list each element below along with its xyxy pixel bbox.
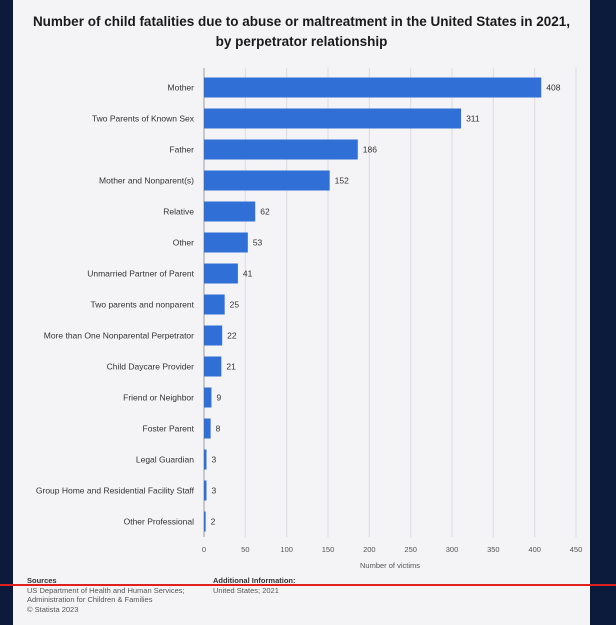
data-label: 186 bbox=[363, 145, 377, 155]
category-label: Two Parents of Known Sex bbox=[92, 114, 195, 124]
additional-info-block: Additional Information: United States; 2… bbox=[213, 576, 353, 595]
category-label: Other Professional bbox=[124, 517, 195, 527]
data-label: 22 bbox=[227, 331, 237, 341]
bar bbox=[204, 108, 462, 129]
data-label: 3 bbox=[211, 486, 216, 496]
category-label: Father bbox=[169, 145, 194, 155]
chart-card: Number of child fatalities due to abuse … bbox=[13, 0, 590, 625]
x-tick-label: 200 bbox=[363, 545, 376, 554]
bar bbox=[204, 294, 225, 315]
data-label: 408 bbox=[546, 83, 560, 93]
sources-line: Administration for Children & Families bbox=[27, 595, 153, 604]
bar bbox=[204, 170, 330, 191]
x-tick-label: 50 bbox=[241, 545, 249, 554]
category-label: Friend or Neighbor bbox=[123, 393, 194, 403]
additional-info-text: United States; 2021 bbox=[213, 585, 279, 595]
data-label: 152 bbox=[335, 176, 349, 186]
x-tick-label: 0 bbox=[202, 545, 206, 554]
data-label: 62 bbox=[260, 207, 270, 217]
data-label: 25 bbox=[230, 300, 240, 310]
data-label: 3 bbox=[211, 455, 216, 465]
x-tick-label: 350 bbox=[487, 545, 500, 554]
data-label: 53 bbox=[253, 238, 263, 248]
data-label: 8 bbox=[216, 424, 221, 434]
x-tick-label: 150 bbox=[322, 545, 335, 554]
category-label: Relative bbox=[163, 207, 194, 217]
sources-line: US Department of Health and Human Servic… bbox=[27, 585, 185, 595]
bar-chart: 0 50 100 150 200 250 300 350 400 450 Mother 408 Two … bbox=[36, 68, 583, 570]
bar bbox=[204, 201, 256, 222]
data-label: 21 bbox=[226, 362, 236, 372]
x-tick-label: 250 bbox=[404, 545, 417, 554]
bar bbox=[204, 480, 207, 501]
data-label: 311 bbox=[466, 114, 480, 124]
category-label: Mother bbox=[168, 83, 195, 93]
category-label: Other bbox=[173, 238, 194, 248]
category-label: Foster Parent bbox=[143, 424, 195, 434]
category-label: Group Home and Residential Facility Staf… bbox=[36, 486, 195, 496]
x-tick-label: 100 bbox=[280, 545, 293, 554]
bar bbox=[204, 139, 358, 160]
category-label: Unmarried Partner of Parent bbox=[87, 269, 194, 279]
bar bbox=[204, 511, 206, 532]
data-label: 2 bbox=[211, 517, 216, 527]
category-label: Mother and Nonparent(s) bbox=[99, 176, 194, 186]
category-label: Child Daycare Provider bbox=[107, 362, 195, 372]
bar bbox=[204, 387, 212, 408]
data-label: 9 bbox=[216, 393, 221, 403]
sources-block: Sources US Department of Health and Huma… bbox=[27, 576, 207, 614]
category-label: Legal Guardian bbox=[136, 455, 194, 465]
sources-label: Sources bbox=[27, 576, 57, 585]
data-label: 41 bbox=[243, 269, 253, 279]
bar bbox=[204, 325, 223, 346]
bar bbox=[204, 77, 542, 98]
progress-line bbox=[0, 584, 616, 586]
additional-info-label: Additional Information: bbox=[213, 576, 296, 585]
x-axis-title: Number of victims bbox=[360, 561, 420, 570]
bar bbox=[204, 263, 238, 284]
chart-title-line-2: by perpetrator relationship bbox=[215, 34, 388, 49]
bar bbox=[204, 449, 207, 470]
bar bbox=[204, 356, 222, 377]
chart-title-line-1: Number of child fatalities due to abuse … bbox=[32, 14, 571, 29]
sources-line: © Statista 2023 bbox=[27, 604, 79, 614]
chart-title: Number of child fatalities due to abuse … bbox=[13, 12, 590, 52]
x-tick-label: 400 bbox=[528, 545, 541, 554]
bar bbox=[204, 232, 248, 253]
x-tick-label: 450 bbox=[570, 545, 583, 554]
category-label: Two parents and nonparent bbox=[91, 300, 195, 310]
category-label: More than One Nonparental Perpetrator bbox=[44, 331, 194, 341]
bar bbox=[204, 418, 211, 439]
x-tick-label: 300 bbox=[446, 545, 459, 554]
